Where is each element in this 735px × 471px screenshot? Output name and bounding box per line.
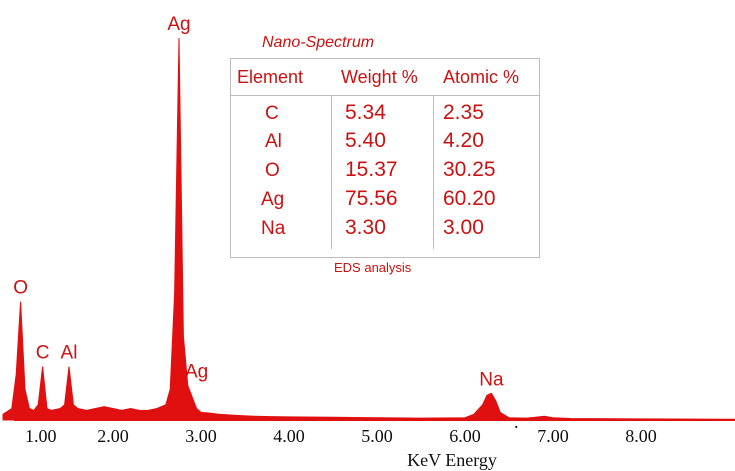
spectrum-series-0 [2,37,735,421]
x-tick-label: 4.00 [273,426,305,446]
peak-label: Al [61,343,78,364]
cell-weight: 3.30 [345,216,386,239]
header-atomic: Atomic % [443,67,520,87]
cell-atomic: 3.00 [443,216,484,239]
column-divider [433,95,434,249]
cell-weight: 5.34 [345,101,386,124]
composition-table: Element Weight % Atomic % C 5.34 2.35 Al… [230,58,540,258]
peak-label: C [36,343,50,364]
peak-label: O [13,278,28,299]
table-title: Nano-Spectrum [262,34,375,51]
x-tick-label: 5.00 [361,426,393,446]
x-tick-label: 1.00 [25,426,57,446]
header-weight: Weight % [341,67,418,87]
column-divider [331,95,332,249]
cell-atomic: 60.20 [443,187,496,210]
table-footer: EDS analysis [334,260,412,275]
peak-label: Na [479,369,504,390]
cell-element: Na [261,218,286,239]
cell-weight: 15.37 [345,158,398,181]
x-tick-labels: 1.00 2.00 3.00 4.00 5.00 6.00 7.00 8.00 [25,426,657,446]
x-tick-label: 6.00 [449,426,481,446]
x-tick-label: 8.00 [625,426,657,446]
spectrum-layer [2,37,735,421]
x-tick-label: 3.00 [185,426,217,446]
x-tick-label: 2.00 [97,426,129,446]
peak-labels: Ag O C Al Ag Na [13,14,504,390]
peak-label: Ag [167,14,190,35]
cell-atomic: 2.35 [443,101,484,124]
cell-weight: 75.56 [345,187,398,210]
peak-label: Ag [185,362,208,383]
cell-element: Al [265,131,282,152]
cell-atomic: 4.20 [443,129,484,152]
header-divider [231,95,539,96]
cell-atomic: 30.25 [443,158,496,181]
cell-element: O [265,160,280,181]
stray-tick-mark: . [514,412,519,432]
header-element: Element [237,67,304,87]
cell-weight: 5.40 [345,129,386,152]
cell-element: Ag [261,189,285,210]
x-tick-label: 7.00 [537,426,569,446]
cell-element: C [265,103,279,124]
x-axis-label: KeV Energy [407,450,497,470]
